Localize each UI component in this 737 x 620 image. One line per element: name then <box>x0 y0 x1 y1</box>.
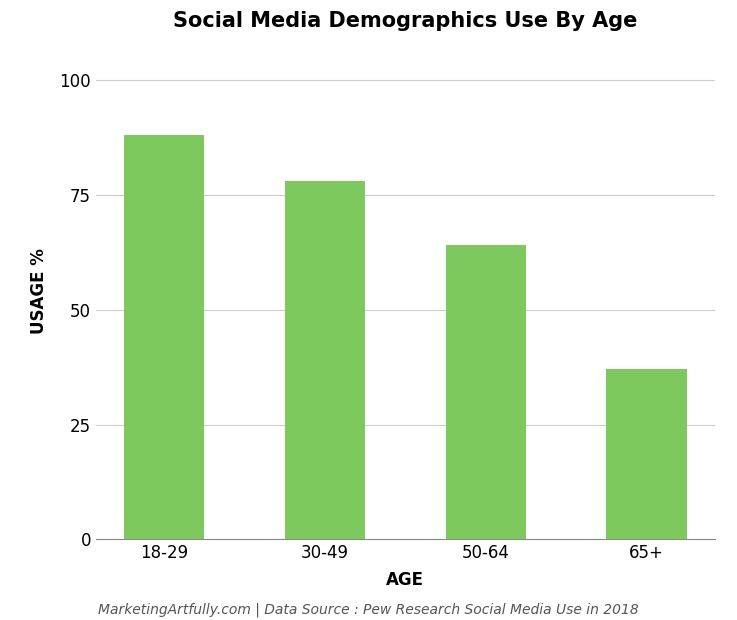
Bar <box>446 246 526 539</box>
Bar <box>124 135 204 539</box>
X-axis label: AGE: AGE <box>386 570 425 588</box>
Y-axis label: USAGE %: USAGE % <box>30 249 48 334</box>
Bar <box>607 370 687 539</box>
Title: Social Media Demographics Use By Age: Social Media Demographics Use By Age <box>173 11 638 31</box>
Bar <box>284 181 365 539</box>
Text: MarketingArtfully.com | Data Source : Pew Research Social Media Use in 2018: MarketingArtfully.com | Data Source : Pe… <box>98 603 639 617</box>
